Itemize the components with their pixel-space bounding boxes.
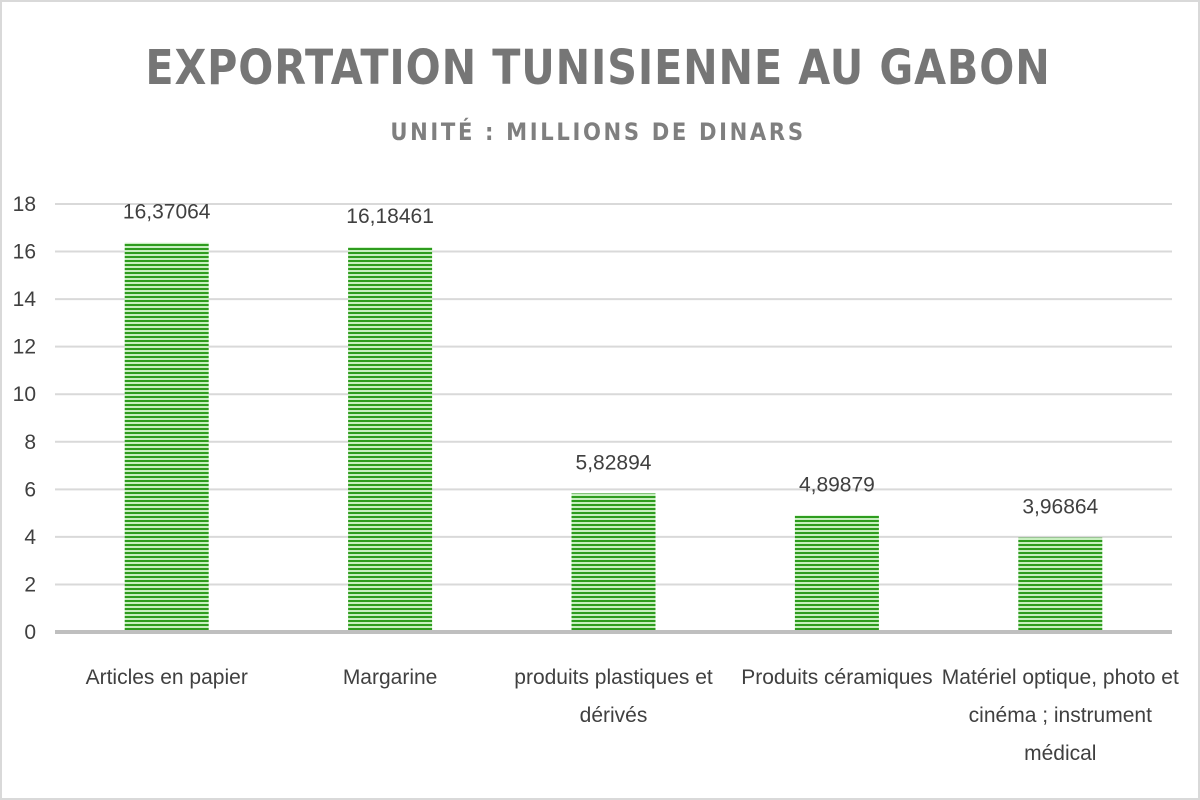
y-tick-label: 2 — [24, 573, 36, 596]
x-axis: Articles en papier Margarine produits plas… — [55, 630, 1179, 765]
chart-subtitle: UNITÉ : MILLIONS DE DINARS — [390, 118, 806, 146]
y-tick-label: 4 — [24, 526, 36, 549]
y-tick-label: 16 — [13, 241, 36, 264]
x-tick-label: Margarine — [343, 666, 438, 689]
bar — [348, 247, 433, 632]
x-tick-label: Articles en papier — [86, 666, 248, 689]
y-tick-label: 10 — [13, 383, 36, 406]
y-tick-label: 0 — [24, 621, 36, 644]
data-label: 5,82894 — [576, 451, 652, 474]
gridlines — [55, 203, 1172, 586]
data-label: 3,96864 — [1022, 496, 1098, 519]
bar — [124, 242, 209, 632]
x-tick-label: produits plastiques et dérivés — [514, 666, 713, 727]
data-labels: 16,37064 16,18461 5,82894 4,89879 3,96864 — [123, 201, 1099, 519]
x-tick-label: Matériel optique, photo et cinéma ; instr… — [942, 666, 1179, 765]
bar — [571, 493, 656, 632]
y-axis: 0 2 4 6 8 10 12 14 16 18 — [13, 193, 37, 644]
x-tick-label: Produits céramiques — [741, 666, 932, 689]
y-tick-label: 12 — [13, 336, 36, 359]
bars — [124, 242, 1103, 632]
chart-title: EXPORTATION TUNISIENNE AU GABON — [145, 40, 1051, 96]
y-tick-label: 14 — [13, 288, 37, 311]
y-tick-label: 8 — [24, 431, 36, 454]
bar — [1018, 537, 1103, 632]
bar — [794, 515, 879, 632]
y-tick-label: 6 — [24, 478, 36, 501]
y-tick-label: 18 — [13, 193, 36, 216]
data-label: 16,37064 — [123, 201, 211, 224]
data-label: 4,89879 — [799, 474, 875, 497]
data-label: 16,18461 — [346, 205, 434, 228]
